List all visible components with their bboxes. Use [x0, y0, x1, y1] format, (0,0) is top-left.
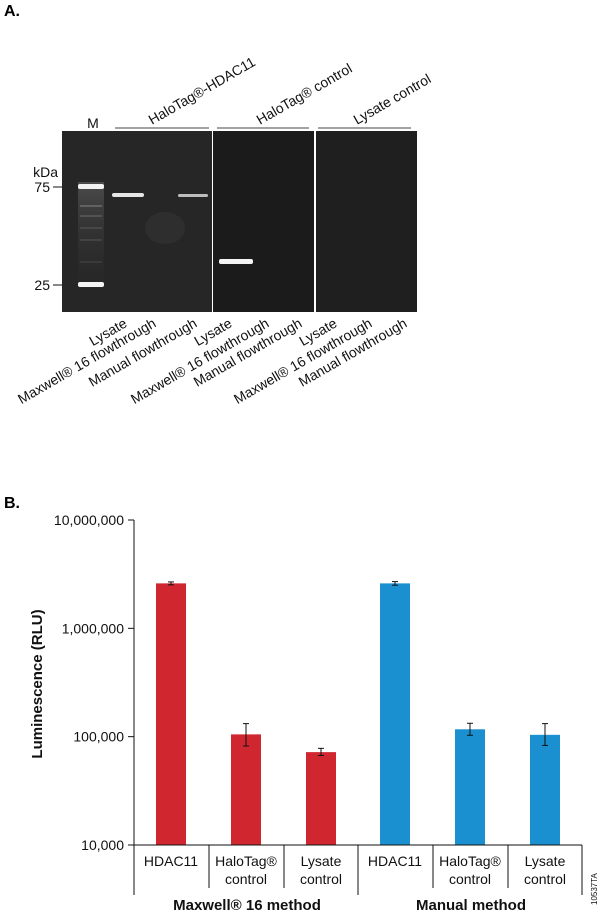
y-axis-title: Luminescence (RLU) [29, 609, 46, 758]
kda-unit-label: kDa [33, 164, 58, 180]
category-label: HaloTag® [439, 853, 501, 869]
bar [380, 583, 410, 845]
bars [156, 583, 560, 845]
category-labels: HDAC11 HaloTag® control Lysate control HDAC11… [144, 853, 566, 887]
marker-lane-label: M [87, 115, 99, 131]
bar [156, 583, 186, 845]
gel-image [62, 131, 417, 312]
marker-band-25 [78, 282, 104, 287]
panel-a-label: A. [4, 3, 20, 20]
band-hdac11-lysate [112, 193, 144, 197]
bar [530, 734, 560, 845]
error-bars [168, 581, 548, 757]
figure-id: 10537TA [590, 872, 599, 905]
kda-tick-25: 25 [34, 277, 50, 293]
group-label-maxwell: Maxwell® 16 method [173, 897, 321, 914]
gel-section-3 [316, 131, 417, 312]
bar [455, 729, 485, 845]
category-separators [133, 845, 583, 895]
group-label-manual: Manual method [416, 897, 526, 914]
band-halotag-lysate [219, 259, 253, 264]
y-tick-label: 10,000,000 [54, 512, 124, 528]
marker-lane-smear [78, 182, 104, 292]
category-label: HaloTag® [215, 853, 277, 869]
panel-b-label: B. [4, 495, 20, 512]
band-hdac11-manual [178, 194, 208, 197]
marker-band-75 [78, 184, 104, 189]
category-label-line2: control [449, 871, 491, 887]
group-label-1: HaloTag®-HDAC11 [146, 53, 259, 127]
kda-tick-75: 75 [34, 179, 50, 195]
category-label-line2: control [524, 871, 566, 887]
y-tick-label: 10,000 [81, 837, 124, 853]
category-label: Lysate [525, 853, 566, 869]
y-tick-label: 100,000 [73, 729, 124, 745]
category-label: Lysate [301, 853, 342, 869]
group-label-3: Lysate control [351, 70, 434, 127]
category-label: HDAC11 [368, 853, 422, 869]
bar [231, 734, 261, 845]
bar [306, 752, 336, 845]
y-axis-ticks: 10,000 100,000 1,000,000 10,000,000 [54, 512, 134, 853]
gel-blotch [145, 212, 185, 244]
group-label-2: HaloTag® control [254, 60, 355, 128]
category-label-line2: control [300, 871, 342, 887]
category-label: HDAC11 [144, 853, 198, 869]
luminescence-chart: Luminescence (RLU) 10,000 100,000 1,000,00… [29, 512, 583, 914]
category-label-line2: control [225, 871, 267, 887]
y-tick-label: 1,000,000 [62, 620, 124, 636]
gel-section-2 [213, 131, 314, 312]
